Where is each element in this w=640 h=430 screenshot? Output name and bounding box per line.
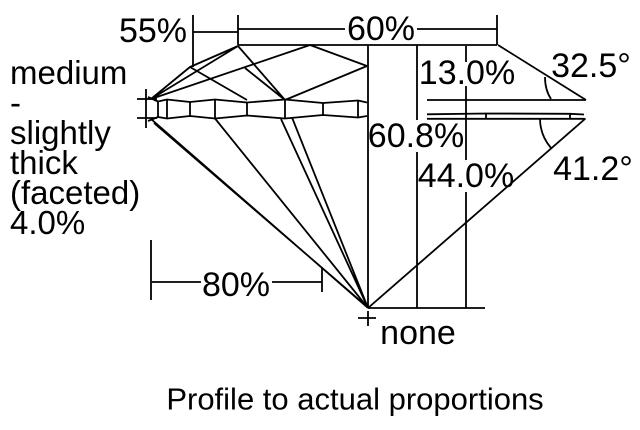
diagram-caption: Profile to actual proportions xyxy=(166,381,544,417)
girdle-label-line: - xyxy=(10,84,21,121)
girdle-facet-dividers xyxy=(157,99,359,119)
girdle-label-line: medium xyxy=(10,54,128,91)
diamond-outline xyxy=(150,44,587,309)
pavilion-depth-label: 44.0% xyxy=(417,157,515,195)
crown-angle-arc xyxy=(544,76,552,100)
crown-facets xyxy=(150,44,368,101)
lower-girdle-length-label: 80% xyxy=(201,266,271,304)
crown-height-label: 13.0% xyxy=(418,54,516,92)
culet-cross-mark xyxy=(358,311,376,326)
culet-label: none xyxy=(380,314,456,352)
girdle-label-line: 4.0% xyxy=(10,204,86,241)
pavilion-facets xyxy=(150,117,369,309)
girdle-top-edge xyxy=(147,96,368,104)
angle-arcs xyxy=(539,76,552,149)
star-length-label: 55% xyxy=(118,12,188,50)
dimension-lines xyxy=(137,15,498,326)
pavilion-angle-label: 41.2° xyxy=(553,150,633,188)
girdle-label-line: thick xyxy=(10,144,78,181)
girdle-label-line: (faceted) xyxy=(10,174,141,211)
table-size-label: 60% xyxy=(346,10,416,48)
girdle-bottom-edge xyxy=(147,114,368,122)
pavilion-facet-lines xyxy=(150,117,369,309)
girdle-thickness-label: medium - slightly thick (faceted) 4.0% xyxy=(10,54,141,241)
crown-slope-right xyxy=(497,44,587,101)
extension-lines-top xyxy=(192,15,498,67)
lower-girdle-dimension-line xyxy=(150,240,323,300)
girdle-band xyxy=(147,96,585,122)
crown-facet-lines xyxy=(150,44,368,101)
pavilion-angle-arc xyxy=(539,118,552,149)
pavilion-slope-right xyxy=(367,117,587,309)
girdle-label-line: slightly xyxy=(10,114,111,151)
total-depth-label: 60.8% xyxy=(367,117,465,155)
girdle-right-band xyxy=(426,112,585,120)
crown-angle-label: 32.5° xyxy=(551,47,631,85)
